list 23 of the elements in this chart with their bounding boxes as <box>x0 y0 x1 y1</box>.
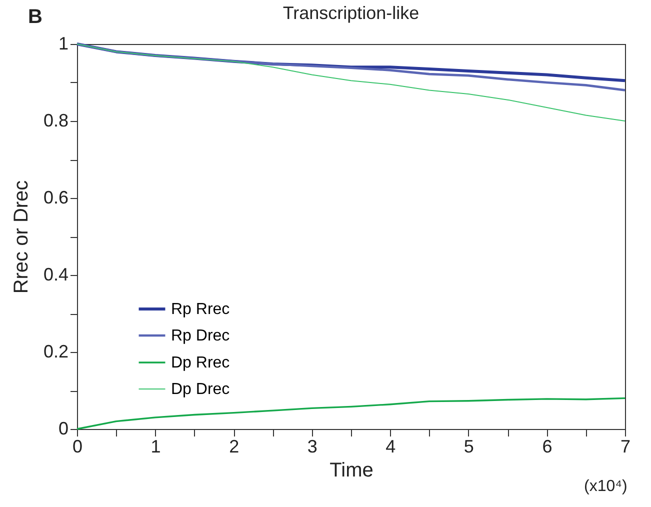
y-tick-label: 1 <box>58 34 68 54</box>
chart-title: Transcription-like <box>282 3 420 23</box>
x-tick-label: 0 <box>72 436 83 456</box>
y-tick-label: 0.6 <box>43 188 68 208</box>
x-tick-label: 2 <box>229 436 240 456</box>
x-axis-title: Time <box>330 460 374 482</box>
x-tick-label: 5 <box>464 436 474 456</box>
legend-label: Rp Drec <box>171 328 230 344</box>
legend-label: Rp Rrec <box>171 301 230 318</box>
legend-label: Dp Rrec <box>171 354 230 372</box>
x-tick-label: 1 <box>150 436 161 456</box>
text: B <box>28 6 42 29</box>
x-tick-label: 4 <box>386 436 396 456</box>
x-tick-label: 6 <box>542 436 552 456</box>
x-tick-label: 3 <box>307 436 318 456</box>
x-tick-label: 7 <box>620 436 631 456</box>
y-tick-label: 0.4 <box>43 264 68 284</box>
y-tick-label: 0.8 <box>43 110 68 130</box>
y-tick-label: 0 <box>58 418 68 438</box>
legend-label: Dp Drec <box>171 381 230 398</box>
y-tick-label: 0.2 <box>43 342 68 362</box>
text: (x10⁴) <box>584 478 628 496</box>
y-axis-title: Rrec or Drec <box>10 180 32 294</box>
